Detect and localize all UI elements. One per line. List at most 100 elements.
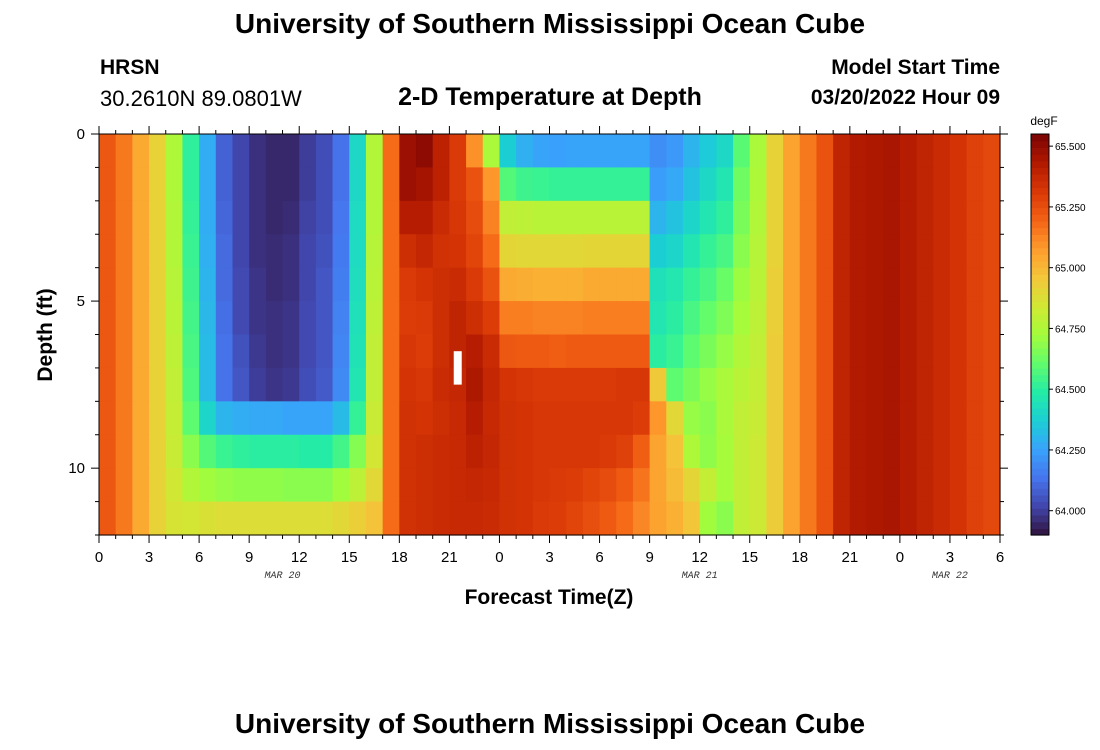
heatmap-cell xyxy=(983,434,1001,469)
heatmap-cell xyxy=(783,401,801,436)
heatmap-cell xyxy=(649,501,667,536)
heatmap-cell xyxy=(766,200,784,235)
heatmap-cell xyxy=(249,434,267,469)
colorbar-segment xyxy=(1031,401,1049,409)
colorbar-segment xyxy=(1031,194,1049,202)
date-label: MAR 22 xyxy=(932,571,968,582)
colorbar-segment xyxy=(1031,347,1049,356)
heatmap-cell xyxy=(232,200,250,235)
heatmap-cell xyxy=(699,200,717,235)
heatmap-cell xyxy=(733,134,751,169)
heatmap-cell xyxy=(616,134,634,169)
heatmap-cell xyxy=(315,434,334,469)
colorbar-segment xyxy=(1031,294,1049,302)
heatmap-cell xyxy=(282,301,300,336)
heatmap-cell xyxy=(649,367,667,402)
heatmap-cell xyxy=(833,301,851,336)
heatmap-cell xyxy=(199,401,217,436)
heatmap-cell xyxy=(983,167,1001,202)
heatmap-cell xyxy=(933,167,951,202)
heatmap-cell xyxy=(365,134,384,169)
heatmap-cell xyxy=(549,434,567,469)
heatmap-cell xyxy=(332,234,350,269)
heatmap-cell xyxy=(516,267,534,302)
heatmap-cell xyxy=(582,234,601,269)
heatmap-cell xyxy=(199,200,217,235)
colorbar-segment xyxy=(1031,227,1049,235)
heatmap-cell xyxy=(416,434,434,469)
heatmap-cell xyxy=(265,167,284,202)
heatmap-cell xyxy=(315,200,334,235)
colorbar-tick-label: 64.000 xyxy=(1055,507,1086,518)
heatmap-cell xyxy=(716,267,734,302)
heatmap-cell xyxy=(232,434,250,469)
heatmap-cell xyxy=(265,401,284,436)
heatmap-cell xyxy=(282,501,300,536)
heatmap-cell xyxy=(182,401,200,436)
heatmap-cell xyxy=(265,468,284,503)
heatmap-cell xyxy=(215,301,234,336)
heatmap-cell xyxy=(249,334,267,369)
heatmap-cell xyxy=(282,234,300,269)
heatmap-cell xyxy=(115,267,133,302)
heatmap-cell xyxy=(499,468,517,503)
heatmap-cell xyxy=(632,134,651,169)
heatmap-cell xyxy=(582,468,601,503)
heatmap-cell xyxy=(632,301,651,336)
heatmap-cell xyxy=(265,134,284,169)
heatmap-cell xyxy=(966,434,984,469)
heatmap-cell xyxy=(432,367,450,402)
heatmap-cell xyxy=(466,501,484,536)
colorbar-segment xyxy=(1031,488,1049,496)
heatmap-cell xyxy=(532,367,551,402)
heatmap-cell xyxy=(466,167,484,202)
heatmap-cell xyxy=(115,334,133,369)
heatmap-cell xyxy=(632,334,651,369)
heatmap-cell xyxy=(733,267,751,302)
heatmap-cell xyxy=(182,367,200,402)
heatmap-cell xyxy=(949,167,968,202)
heatmap-cell xyxy=(549,301,567,336)
heatmap-cell xyxy=(315,267,334,302)
heatmap-cell xyxy=(666,334,684,369)
heatmap-cell xyxy=(215,468,234,503)
heatmap-cell xyxy=(499,334,517,369)
heatmap-cell xyxy=(516,367,534,402)
heatmap-cell xyxy=(866,434,884,469)
heatmap-cell xyxy=(482,401,501,436)
heatmap-cell xyxy=(265,301,284,336)
heatmap-cell xyxy=(149,501,167,536)
heatmap-cell xyxy=(749,267,768,302)
colorbar-segment xyxy=(1031,254,1049,262)
heatmap-cell xyxy=(799,434,818,469)
heatmap-cell xyxy=(282,134,300,169)
heatmap-cell xyxy=(349,334,367,369)
heatmap-cell xyxy=(933,434,951,469)
heatmap-cell xyxy=(115,167,133,202)
heatmap-cell xyxy=(933,134,951,169)
heatmap-cell xyxy=(449,200,467,235)
heatmap-cell xyxy=(933,234,951,269)
heatmap-cell xyxy=(682,234,701,269)
heatmap-cell xyxy=(332,434,350,469)
heatmap-cell xyxy=(766,167,784,202)
heatmap-cell xyxy=(933,301,951,336)
heatmap-cell xyxy=(733,334,751,369)
colorbar-segment xyxy=(1031,180,1049,189)
heatmap-cell xyxy=(799,334,818,369)
heatmap-cell xyxy=(449,367,467,402)
heatmap-cell xyxy=(99,200,117,235)
colorbar-segment xyxy=(1031,521,1049,529)
heatmap-cell xyxy=(632,401,651,436)
heatmap-cell xyxy=(482,267,501,302)
model-start-value: 03/20/2022 Hour 09 xyxy=(810,86,1000,109)
heatmap-cell xyxy=(99,267,117,302)
heatmap-cell xyxy=(582,401,601,436)
heatmap-cells xyxy=(99,134,1001,536)
heatmap-cell xyxy=(382,234,400,269)
heatmap-cell xyxy=(899,167,918,202)
heatmap-cell xyxy=(916,301,934,336)
colorbar-segment xyxy=(1031,461,1049,469)
heatmap-cell xyxy=(933,267,951,302)
heatmap-cell xyxy=(349,367,367,402)
